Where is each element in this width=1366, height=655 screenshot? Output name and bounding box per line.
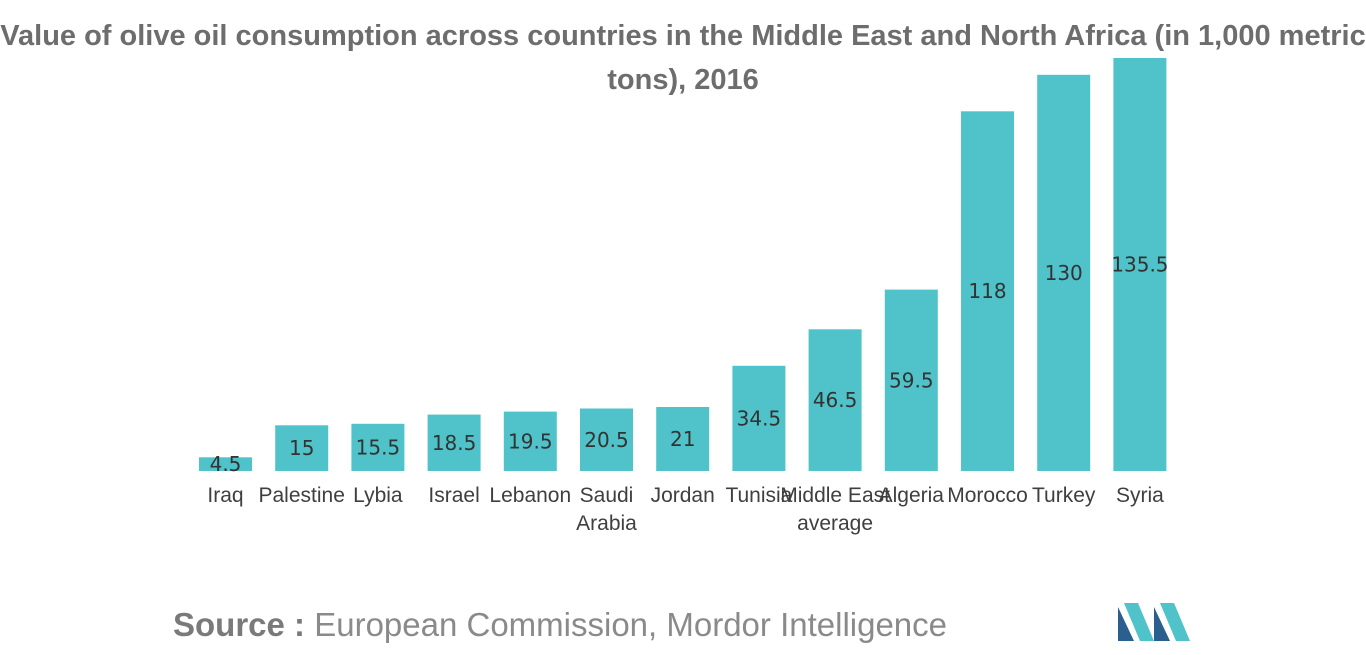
bar-9 bbox=[884, 289, 938, 471]
category-label-6: Jordan bbox=[651, 484, 715, 507]
chart-title: Value of olive oil consumption across co… bbox=[0, 20, 1366, 96]
bar-chart: 4.5 15 15.5 18.5 19.5 20.5 21 34.5 46.5 59.5 118 13… bbox=[199, 58, 1169, 535]
data-label-1: 15 bbox=[289, 436, 314, 460]
data-label-10: 118 bbox=[968, 279, 1006, 303]
data-label-11: 130 bbox=[1045, 261, 1083, 285]
bar-12 bbox=[1113, 58, 1167, 471]
category-label-1: Palestine bbox=[259, 484, 345, 507]
mordor-intelligence-logo-icon bbox=[1118, 603, 1190, 641]
category-label-12: Syria bbox=[1116, 484, 1164, 507]
category-label-2: Lybia bbox=[353, 484, 403, 507]
bar-5 bbox=[580, 408, 633, 471]
bar-7 bbox=[732, 365, 786, 471]
bar-2 bbox=[351, 423, 405, 471]
bar-11 bbox=[1037, 74, 1091, 472]
category-label-7: Tunisia bbox=[725, 484, 792, 507]
data-label-9: 59.5 bbox=[889, 368, 934, 392]
data-label-6: 21 bbox=[670, 427, 695, 451]
category-label-4: Lebanon bbox=[489, 484, 571, 507]
source-label: Source : bbox=[173, 606, 306, 643]
data-label-5: 20.5 bbox=[584, 428, 629, 452]
category-label-10: Morocco bbox=[947, 484, 1028, 507]
category-label-9: Algeria bbox=[879, 484, 945, 507]
source-text: European Commission, Mordor Intelligence bbox=[305, 606, 948, 643]
bar-3 bbox=[427, 414, 481, 471]
bar-1 bbox=[275, 425, 329, 471]
bar-4 bbox=[503, 411, 557, 471]
value-labels-group: 4.5 15 15.5 18.5 19.5 20.5 21 34.5 46.5 59.5 118 13… bbox=[210, 253, 1169, 477]
data-label-8: 46.5 bbox=[813, 388, 858, 412]
bar-10 bbox=[961, 111, 1014, 472]
data-label-0: 4.5 bbox=[210, 452, 242, 476]
category-label-5: Saudi Arabia bbox=[576, 484, 637, 535]
data-label-3: 18.5 bbox=[432, 431, 477, 455]
bar-8 bbox=[808, 329, 862, 471]
category-label-8: Middle East average bbox=[780, 484, 890, 535]
source-note: Source : European Commission, Mordor Int… bbox=[173, 606, 947, 644]
category-label-3: Israel bbox=[428, 484, 479, 507]
category-label-11: Turkey bbox=[1032, 484, 1096, 507]
data-label-7: 34.5 bbox=[737, 406, 782, 430]
bars-group bbox=[199, 58, 1167, 472]
data-label-4: 19.5 bbox=[508, 429, 553, 453]
bar-6 bbox=[656, 407, 710, 471]
category-labels-group: Iraq Palestine Lybia Israel Lebanon Saudi Arab… bbox=[207, 484, 1164, 535]
category-label-0: Iraq bbox=[207, 484, 243, 507]
data-label-2: 15.5 bbox=[356, 435, 401, 459]
data-label-12: 135.5 bbox=[1111, 253, 1168, 277]
bar-0 bbox=[199, 457, 252, 471]
